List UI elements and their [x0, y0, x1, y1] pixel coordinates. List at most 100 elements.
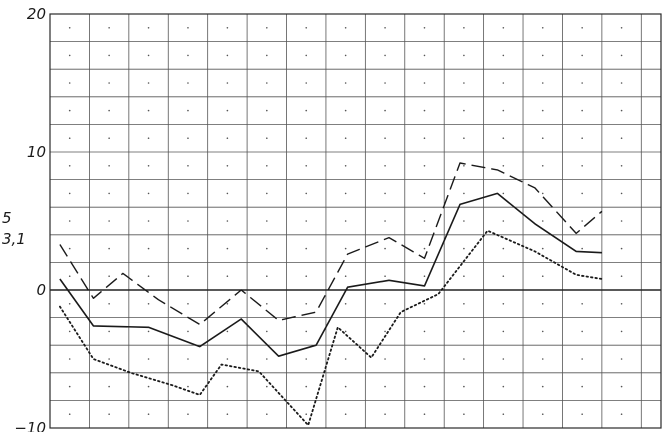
tick-labels: −10 0 10 20: [14, 5, 46, 432]
y-tick-label: 0: [36, 281, 46, 299]
grid-dot: [620, 165, 623, 167]
grid-dot: [344, 137, 347, 139]
grid-dot: [147, 275, 150, 278]
grid-dot: [502, 275, 505, 278]
grid-dot: [463, 192, 465, 195]
grid-dot: [108, 165, 110, 167]
grid-dot: [68, 109, 71, 112]
grid-dot: [187, 54, 189, 57]
grid-dot: [541, 109, 544, 112]
grid-dot: [541, 385, 544, 388]
grid-dot: [423, 413, 426, 416]
grid-dot: [305, 54, 308, 57]
grid-dot: [147, 220, 150, 222]
grid-dot: [266, 385, 268, 388]
grid-dot: [344, 358, 347, 360]
grid-dot: [266, 109, 268, 112]
grid-dot: [266, 303, 268, 305]
grid-dot: [423, 358, 426, 360]
grid-dot: [187, 385, 189, 388]
y-tick-label: 20: [27, 5, 46, 23]
grid-dot: [423, 192, 426, 195]
grid-dot: [620, 413, 623, 416]
grid-dot: [502, 165, 505, 167]
grid-dot: [226, 137, 229, 139]
grid-dot: [384, 137, 386, 139]
grid-dot: [266, 247, 268, 250]
grid-dot: [463, 413, 465, 416]
grid-dot: [502, 358, 505, 360]
grid-dot: [344, 303, 347, 305]
grid-dot: [344, 82, 347, 84]
grid-dot: [423, 165, 426, 167]
grid-dot: [463, 27, 465, 29]
grid-dot: [266, 82, 268, 84]
grid-dot: [147, 413, 150, 416]
grid-dot: [108, 27, 110, 29]
y-tick-label: 10: [27, 143, 46, 161]
grid-dot: [108, 82, 110, 84]
grid-dot: [502, 54, 505, 57]
grid-dot: [187, 303, 189, 305]
grid-dot: [305, 247, 308, 250]
annotation: 3,15: [2, 209, 26, 248]
grid-dot: [266, 413, 268, 416]
grid-dot: [305, 27, 308, 29]
grid-dot: [620, 54, 623, 57]
grid-dot: [147, 247, 150, 250]
grid-dot: [226, 275, 229, 278]
grid-dot: [266, 275, 268, 278]
grid-dot: [68, 303, 71, 305]
grid-dot: [226, 165, 229, 167]
grid-dot: [266, 54, 268, 57]
grid-dot: [581, 27, 583, 29]
grid-dot: [581, 247, 583, 250]
grid-dot: [108, 275, 110, 278]
grid-dot: [423, 247, 426, 250]
grid-dot: [305, 137, 308, 139]
grid-dot: [384, 220, 386, 222]
series-line-dotted: [59, 229, 603, 427]
grid-dot: [384, 192, 386, 195]
grid-dot: [384, 82, 386, 84]
grid-dot: [226, 82, 229, 84]
grid-dot: [305, 385, 308, 388]
grid-dot: [384, 247, 386, 250]
grid-dot: [147, 192, 150, 195]
grid-dot: [266, 358, 268, 360]
grid-dot: [463, 247, 465, 250]
grid-dot: [502, 385, 505, 388]
grid-dot: [502, 413, 505, 416]
grid-dot: [226, 192, 229, 195]
grid-dot: [68, 385, 71, 388]
grid-dot: [68, 165, 71, 167]
grid-dot: [541, 330, 544, 333]
grid-dot: [108, 220, 110, 222]
grid-dot: [581, 413, 583, 416]
grid-dot: [344, 27, 347, 29]
grid-dot: [581, 137, 583, 139]
series-line-solid: [59, 192, 602, 357]
grid-dot: [463, 109, 465, 112]
grid-dot: [463, 165, 465, 167]
grid-dot: [108, 413, 110, 416]
grid-dot: [147, 27, 150, 29]
grid-dot: [502, 109, 505, 112]
grid-dot: [108, 358, 110, 360]
grid-dot: [541, 303, 544, 305]
grid-dot: [384, 358, 386, 360]
grid-dot: [463, 54, 465, 57]
grid-dot: [187, 192, 189, 195]
grid-dot: [423, 27, 426, 29]
grid-dot: [463, 330, 465, 333]
grid-dot: [423, 82, 426, 84]
grid-dot: [384, 413, 386, 416]
grid-dot: [147, 358, 150, 360]
grid-dot: [384, 330, 386, 333]
grid-dot: [305, 82, 308, 84]
grid-dot: [305, 358, 308, 360]
grid-dot: [68, 413, 71, 416]
grid-dot: [344, 165, 347, 167]
grid-dot: [620, 192, 623, 195]
grid-dot: [226, 385, 229, 388]
